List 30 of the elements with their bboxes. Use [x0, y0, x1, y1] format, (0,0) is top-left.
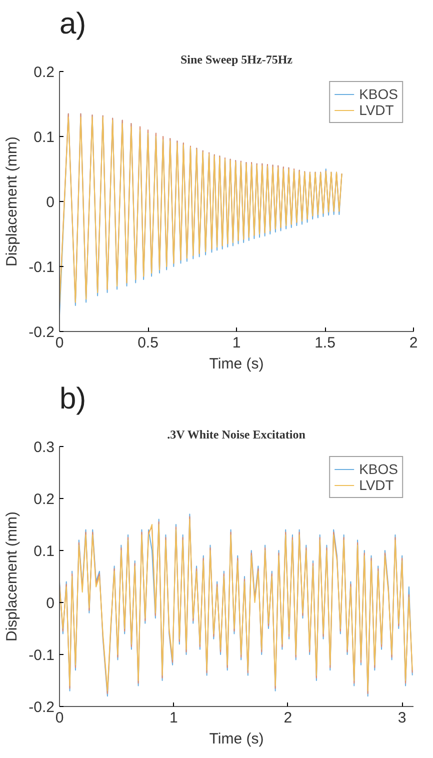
x-tick-label: 3	[398, 710, 406, 726]
y-tick-label: 0.1	[34, 129, 55, 146]
y-tick-label: -0.1	[28, 259, 55, 276]
y-tick-label: -0.2	[28, 324, 55, 341]
x-tick-label: 2	[409, 334, 418, 352]
text: b)	[60, 382, 86, 416]
x-axis-title: Time (s)	[209, 356, 264, 372]
legend-label: KBOS	[359, 461, 398, 477]
y-tick-label: 0	[46, 194, 54, 211]
y-tick-label: -0.2	[28, 699, 55, 716]
x-axis-title: Time (s)	[209, 730, 264, 748]
y-tick-label: 0	[46, 595, 54, 612]
y-tick-label: -0.1	[28, 647, 55, 664]
x-tick-label: 0.5	[138, 334, 158, 352]
y-tick-label: 0.3	[34, 439, 55, 456]
legend-label: KBOS	[359, 86, 398, 102]
text: a)	[60, 8, 86, 40]
legend-label: LVDT	[359, 102, 394, 118]
y-tick-label: 0.2	[34, 491, 55, 508]
x-tick-label: 1.5	[314, 334, 336, 352]
x-tick-label: 1	[232, 334, 241, 352]
y-axis-title: Displacement (mm)	[4, 136, 21, 267]
y-tick-label: 0.1	[34, 543, 55, 560]
chart-title: Sine Sweep 5Hz-75Hz	[180, 52, 294, 66]
y-tick-label: 0.2	[34, 64, 55, 81]
x-tick-label: 1	[170, 710, 178, 726]
legend-label: LVDT	[359, 477, 394, 493]
chart-title: .3V White Noise Excitation	[167, 428, 306, 442]
x-tick-label: 2	[284, 710, 292, 726]
y-axis-title: Displacement (mm)	[4, 511, 21, 642]
